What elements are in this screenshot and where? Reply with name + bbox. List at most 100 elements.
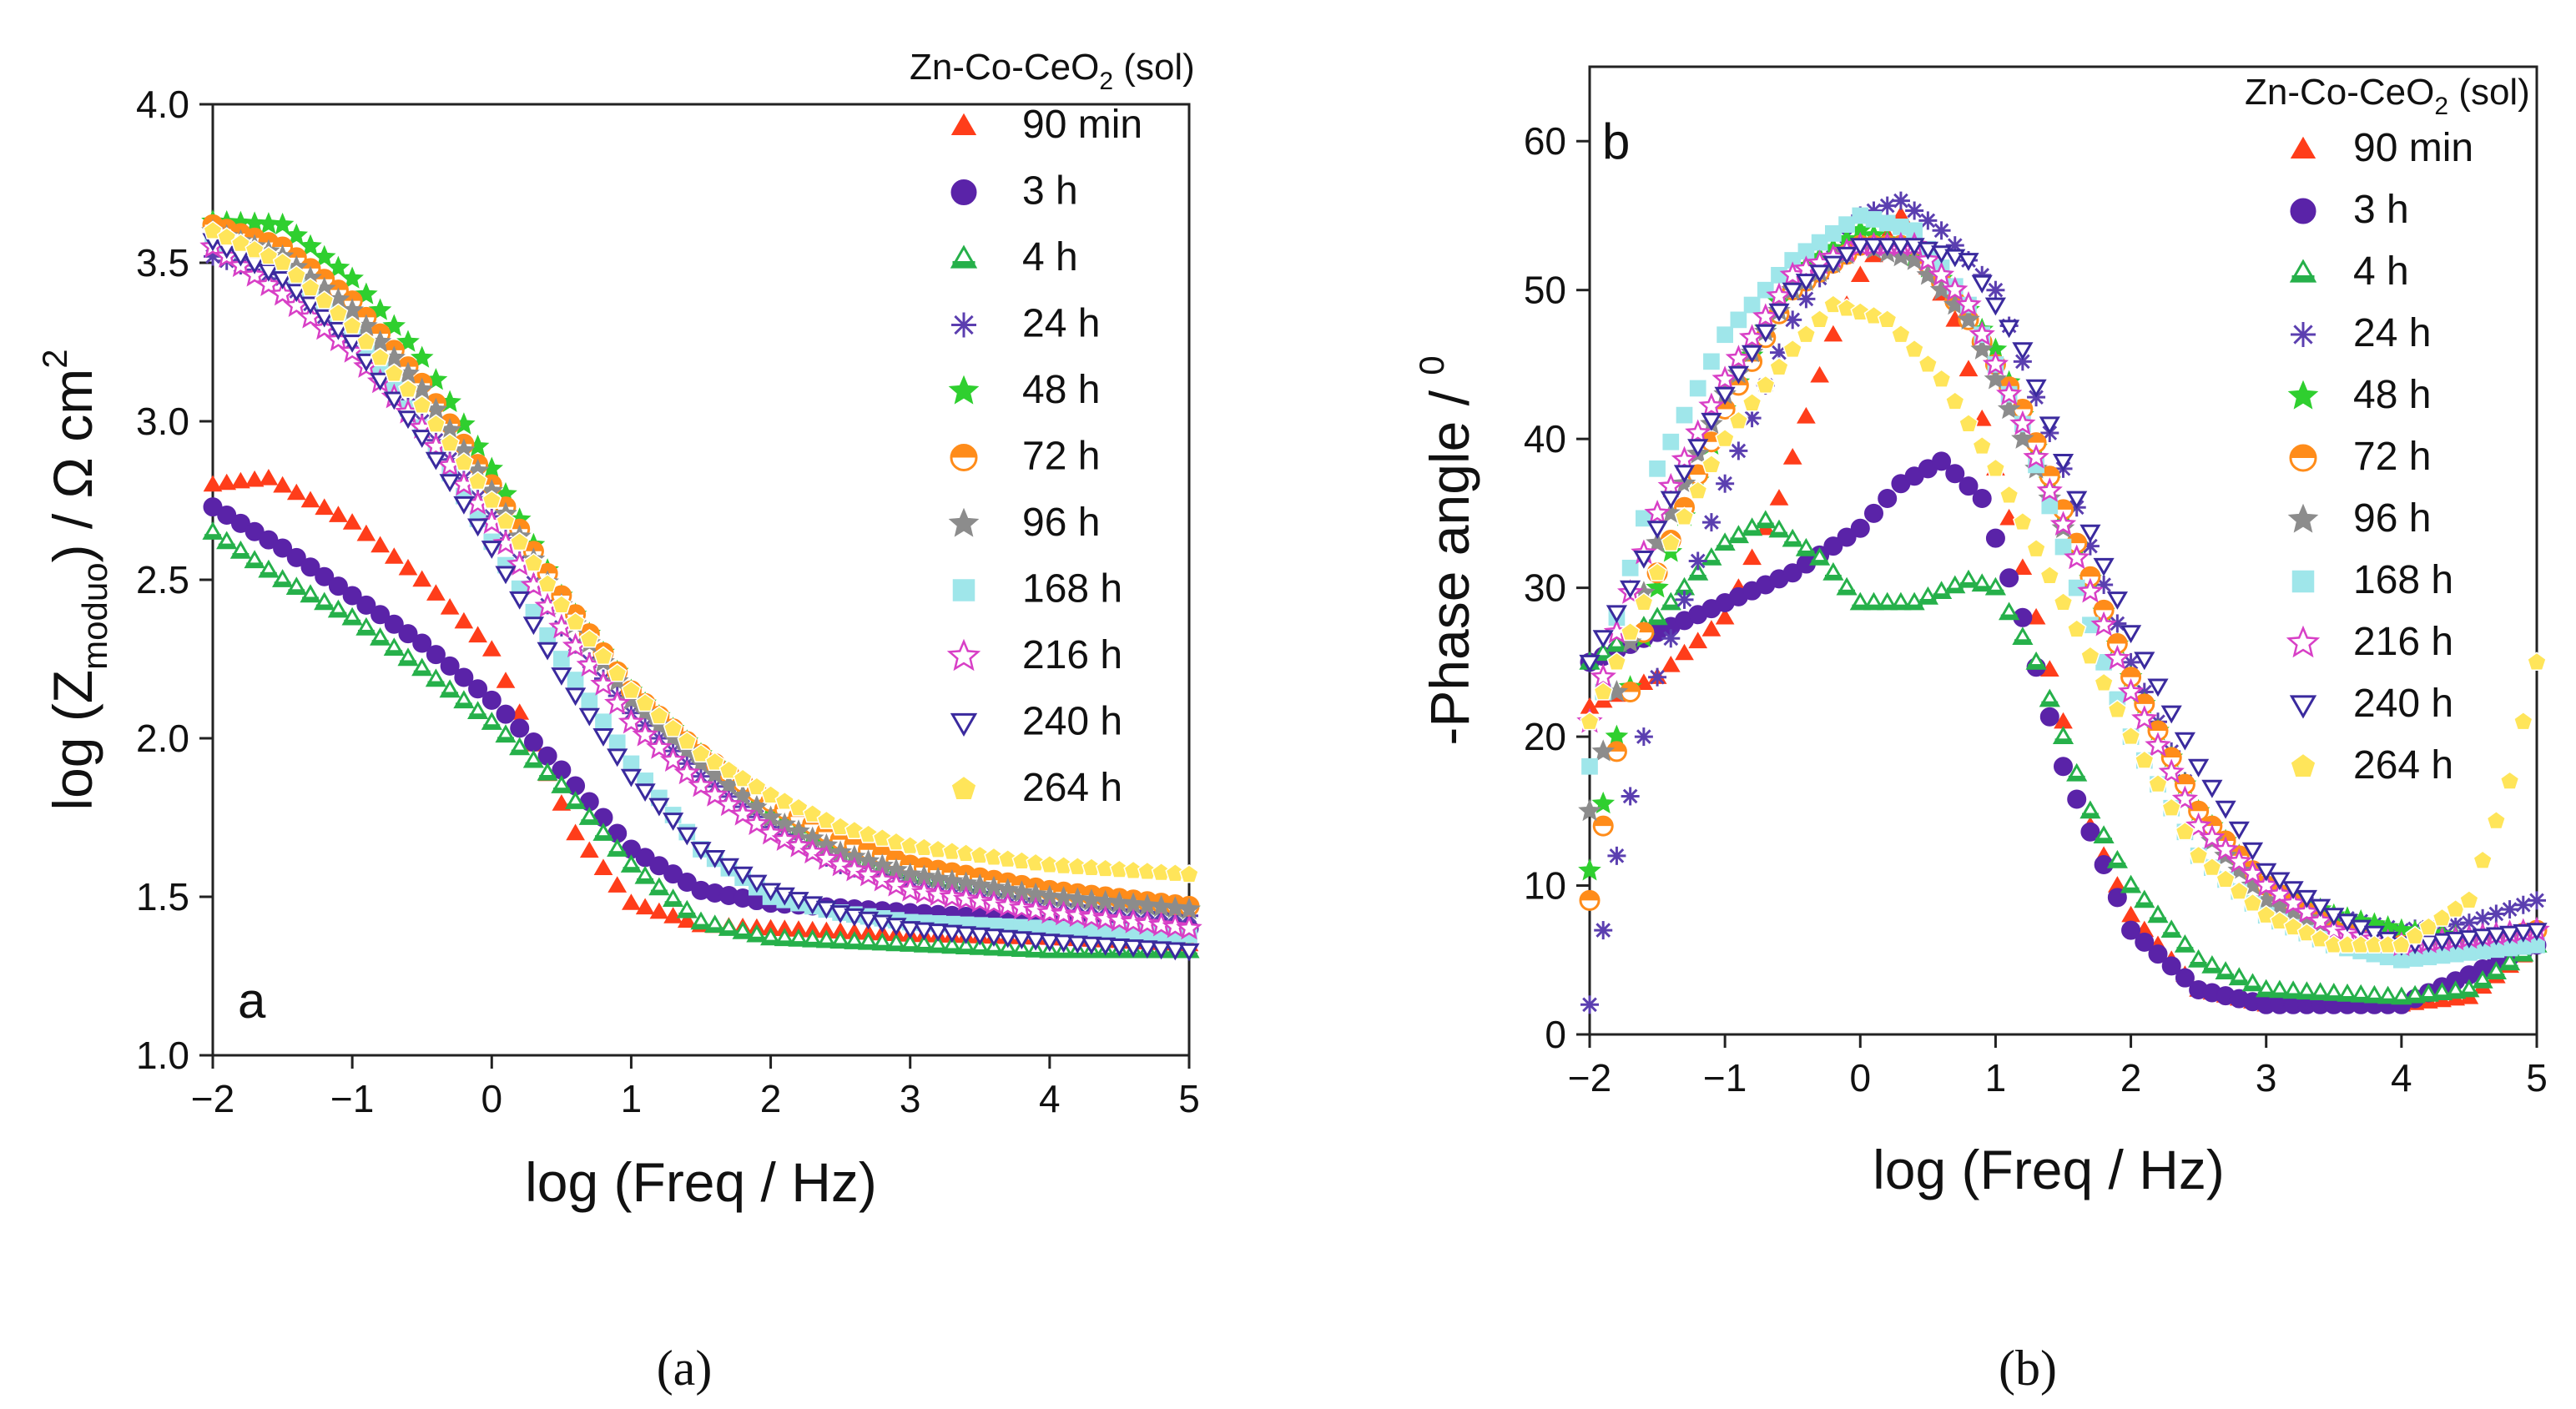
data-point bbox=[495, 724, 517, 743]
x-tick-label: −1 bbox=[1703, 1056, 1747, 1100]
data-point bbox=[2134, 693, 2155, 715]
marker-half-fill bbox=[2407, 997, 2423, 1003]
data-point bbox=[1755, 324, 1777, 343]
data-point bbox=[1970, 337, 1994, 360]
marker-stroke bbox=[1933, 223, 1949, 239]
legend-marker-24-h bbox=[2291, 322, 2316, 347]
legend-label: 3 h bbox=[1022, 169, 1078, 214]
data-point bbox=[2012, 627, 2034, 645]
data-point bbox=[2188, 845, 2209, 864]
data-point bbox=[217, 473, 237, 491]
data-point bbox=[1797, 406, 1816, 424]
marker-body bbox=[300, 277, 320, 297]
marker-half-fill bbox=[566, 605, 585, 615]
legend-item: 216 h bbox=[2286, 620, 2453, 664]
marker-half-fill bbox=[315, 269, 334, 279]
marker-stroke bbox=[1785, 312, 1801, 328]
marker-half-fill bbox=[2054, 500, 2073, 510]
data-point bbox=[1649, 460, 1666, 477]
data-point bbox=[2310, 898, 2332, 918]
data-point bbox=[371, 605, 391, 625]
data-point bbox=[649, 705, 669, 725]
data-point bbox=[1997, 396, 2021, 420]
marker-half-fill bbox=[2203, 968, 2221, 973]
data-point bbox=[815, 929, 837, 949]
data-point bbox=[2147, 904, 2169, 923]
data-point bbox=[1644, 499, 1671, 525]
data-point bbox=[327, 321, 349, 340]
marker-half-fill bbox=[623, 867, 640, 872]
data-point bbox=[702, 781, 728, 807]
marker-body bbox=[1715, 428, 1735, 448]
marker-body bbox=[1580, 711, 1600, 731]
data-point bbox=[371, 536, 390, 553]
data-point bbox=[2266, 880, 2293, 906]
marker-body bbox=[984, 847, 1004, 866]
data-point bbox=[2160, 919, 2182, 938]
data-point bbox=[356, 524, 376, 541]
marker-half-fill bbox=[706, 927, 723, 932]
marker-half-fill bbox=[497, 737, 514, 742]
data-point bbox=[2134, 750, 2155, 769]
marker-body bbox=[747, 777, 767, 796]
data-point bbox=[1593, 682, 1614, 701]
marker-half-fill bbox=[2108, 634, 2127, 644]
marker-half-fill bbox=[302, 596, 319, 601]
data-point bbox=[1106, 907, 1133, 932]
data-point bbox=[1782, 528, 1803, 547]
data-point bbox=[2323, 983, 2345, 1001]
data-point bbox=[663, 718, 683, 737]
data-point bbox=[1755, 510, 1777, 529]
y-tick-label: 3.0 bbox=[136, 400, 189, 443]
series-240-h bbox=[1579, 238, 2548, 956]
data-point bbox=[1931, 369, 1952, 388]
data-point bbox=[231, 471, 250, 489]
marker-half-fill bbox=[400, 660, 416, 665]
data-point bbox=[928, 839, 948, 858]
marker-half-fill bbox=[329, 280, 348, 290]
data-point bbox=[2215, 800, 2236, 819]
marker-body bbox=[523, 552, 544, 572]
data-point bbox=[634, 783, 656, 802]
data-point bbox=[732, 920, 754, 939]
data-point bbox=[2175, 821, 2195, 841]
legend-item: 72 h bbox=[950, 435, 1100, 479]
marker-half-fill bbox=[790, 941, 807, 946]
data-point bbox=[2093, 557, 2115, 576]
data-point bbox=[1957, 307, 1980, 330]
marker-half-fill bbox=[971, 949, 989, 954]
marker-body bbox=[858, 824, 879, 843]
marker-body bbox=[342, 315, 362, 335]
data-point bbox=[1716, 474, 1735, 493]
marker-half-fill bbox=[539, 775, 557, 780]
marker-stroke bbox=[1582, 997, 1597, 1013]
data-point bbox=[2161, 798, 2182, 817]
marker-half-fill bbox=[386, 650, 403, 655]
data-point bbox=[454, 667, 474, 687]
data-point bbox=[566, 823, 585, 841]
marker-body bbox=[2216, 868, 2236, 888]
data-point bbox=[2350, 984, 2372, 1003]
marker-half-fill bbox=[2028, 664, 2044, 669]
data-point bbox=[565, 687, 587, 707]
legend-label: 216 h bbox=[1022, 633, 1122, 677]
data-point bbox=[1687, 439, 1709, 457]
marker-body bbox=[950, 775, 977, 801]
marker-half-fill bbox=[2352, 996, 2370, 1002]
marker-body bbox=[2486, 810, 2507, 830]
y-tick-label: 3.5 bbox=[136, 241, 189, 284]
marker-body bbox=[2134, 750, 2155, 769]
data-point bbox=[1660, 491, 1681, 510]
data-point bbox=[241, 261, 268, 287]
data-point bbox=[744, 810, 770, 835]
legend-title-prefix: Zn-Co-CeO bbox=[2245, 72, 2434, 113]
data-point bbox=[1151, 941, 1172, 960]
marker-half-fill bbox=[956, 866, 975, 876]
data-point bbox=[2417, 983, 2439, 1002]
marker-half-fill bbox=[2150, 917, 2166, 922]
marker-body bbox=[2202, 857, 2222, 877]
marker-half-fill bbox=[887, 850, 905, 860]
legend-label: 48 h bbox=[2353, 373, 2431, 417]
data-point bbox=[593, 858, 613, 875]
data-point bbox=[2282, 881, 2304, 899]
